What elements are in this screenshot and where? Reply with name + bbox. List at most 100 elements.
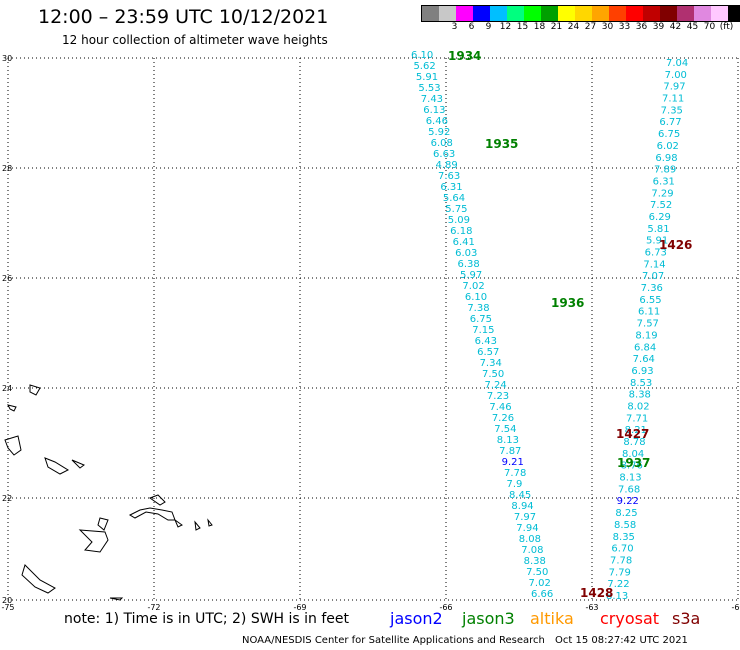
colorbar-swatch <box>575 6 592 21</box>
swh-value-descending: 6.08 <box>431 138 453 149</box>
swh-value-ascending: 7.52 <box>650 200 672 211</box>
longitude-tick-label: -66 <box>439 603 452 612</box>
legend-s3a: s3a <box>672 609 701 628</box>
swh-value-descending: 7.50 <box>526 567 548 578</box>
swh-value-ascending: 7.97 <box>663 82 685 93</box>
swh-value-ascending: 8.13 <box>619 473 641 484</box>
swh-value-ascending: 6.02 <box>657 141 679 152</box>
footer-credit: NOAA/NESDIS Center for Satellite Applica… <box>242 635 545 646</box>
swh-value-descending: 5.64 <box>443 193 465 204</box>
swh-value-descending: 8.38 <box>524 556 546 567</box>
swh-value-ascending: 6.73 <box>645 248 667 259</box>
colorbar-label: 24 <box>567 22 580 32</box>
swh-value-ascending: 8.02 <box>627 401 649 412</box>
longitude-tick-label: -69 <box>293 603 306 612</box>
wave-height-colorbar <box>421 5 740 22</box>
swh-value-ascending: 8.13 <box>606 591 628 602</box>
swh-value-ascending: 5.81 <box>647 224 669 235</box>
swh-value-ascending: 7.79 <box>609 567 631 578</box>
swh-value-ascending: 7.07 <box>642 271 664 282</box>
swh-value-descending: 7.23 <box>487 391 509 402</box>
swh-value-ascending: 8.78 <box>623 437 645 448</box>
colorbar-label: 36 <box>635 22 648 32</box>
swh-value-ascending: 8.21 <box>625 425 647 436</box>
altimeter-tracks: 6.105.625.915.537.436.136.465.926.086.63… <box>411 49 692 602</box>
swh-value-descending: 5.62 <box>413 61 435 72</box>
colorbar-swatch <box>541 6 558 21</box>
map-subtitle: 12 hour collection of altimeter wave hei… <box>62 33 328 47</box>
coastline <box>4 384 213 601</box>
swh-value-ascending: 7.22 <box>607 579 629 590</box>
latitude-tick-label: 24 <box>2 384 12 393</box>
swh-value-descending: 7.34 <box>480 358 502 369</box>
latitude-tick-label: 22 <box>2 494 12 503</box>
colorbar-label: 42 <box>669 22 682 32</box>
swh-value-ascending: 6.98 <box>655 153 677 164</box>
swh-value-descending: 6.57 <box>477 347 499 358</box>
swh-value-descending: 7.94 <box>516 523 538 534</box>
colorbar-label: 27 <box>584 22 597 32</box>
colorbar-swatch <box>609 6 626 21</box>
colorbar-swatch <box>439 6 456 21</box>
swh-value-descending: 9.21 <box>502 457 524 468</box>
colorbar-label: 33 <box>618 22 631 32</box>
swh-value-ascending: 6.55 <box>639 295 661 306</box>
swh-value-ascending: 7.71 <box>626 413 648 424</box>
swh-value-ascending: 7.29 <box>651 188 673 199</box>
swh-value-ascending: 8.53 <box>630 378 652 389</box>
legend-jason2: jason2 <box>390 609 443 628</box>
swh-value-descending: 6.43 <box>475 336 497 347</box>
map-title: 12:00 – 23:59 UTC 10/12/2021 <box>38 6 329 28</box>
swh-value-descending: 7.43 <box>421 94 443 105</box>
swh-value-ascending: 5.91 <box>646 236 668 247</box>
swh-value-descending: 7.46 <box>489 402 511 413</box>
latitude-tick-label: 30 <box>2 54 12 63</box>
swh-value-ascending: 8.04 <box>622 449 644 460</box>
swh-value-descending: 7.97 <box>514 512 536 523</box>
pass-label: 1935 <box>485 137 518 151</box>
swh-value-descending: 7.08 <box>521 545 543 556</box>
swh-value-ascending: 8.19 <box>635 330 657 341</box>
pass-label: 1936 <box>551 296 584 310</box>
swh-value-descending: 5.53 <box>418 83 440 94</box>
swh-value-ascending: 6.75 <box>658 129 680 140</box>
swh-value-ascending: 8.25 <box>615 508 637 519</box>
swh-value-ascending: 6.31 <box>653 176 675 187</box>
swh-value-descending: 6.03 <box>455 248 477 259</box>
swh-value-descending: 6.10 <box>411 50 433 61</box>
swh-value-ascending: 6.77 <box>659 117 681 128</box>
swh-value-descending: 6.10 <box>465 292 487 303</box>
swh-value-descending: 7.26 <box>492 413 514 424</box>
swh-value-ascending: 8.38 <box>629 390 651 401</box>
swh-value-descending: 7.24 <box>484 380 506 391</box>
colorbar-swatch <box>728 6 740 21</box>
legend-altika: altika <box>530 609 574 628</box>
swh-value-ascending: 9.22 <box>617 496 639 507</box>
colorbar-swatch <box>507 6 524 21</box>
swh-value-ascending: 6.84 <box>634 342 656 353</box>
swh-value-descending: 5.09 <box>448 215 470 226</box>
longitude-tick-label: -63 <box>585 603 598 612</box>
swh-value-ascending: 6.29 <box>649 212 671 223</box>
colorbar-swatch <box>626 6 643 21</box>
swh-value-descending: 5.75 <box>445 204 467 215</box>
swh-value-ascending: 7.89 <box>654 165 676 176</box>
swh-value-descending: 5.92 <box>428 127 450 138</box>
colorbar-label: (ft) <box>719 22 734 32</box>
swh-value-descending: 7.02 <box>529 578 551 589</box>
swh-value-ascending: 7.36 <box>641 283 663 294</box>
latitude-tick-label: 28 <box>2 164 12 173</box>
longitude-tick-label: -72 <box>147 603 160 612</box>
colorbar-label: 15 <box>516 22 529 32</box>
swh-value-ascending: 7.00 <box>665 70 687 81</box>
colorbar-swatch <box>558 6 575 21</box>
colorbar-label: 21 <box>550 22 563 32</box>
legend-jason3: jason3 <box>462 609 515 628</box>
latitude-tick-label: 26 <box>2 274 12 283</box>
swh-value-descending: 8.13 <box>497 435 519 446</box>
colorbar-label: 6 <box>468 22 475 32</box>
colorbar-swatch <box>711 6 728 21</box>
swh-value-descending: 5.97 <box>460 270 482 281</box>
colorbar-swatch <box>677 6 694 21</box>
swh-value-ascending: 8.58 <box>614 520 636 531</box>
